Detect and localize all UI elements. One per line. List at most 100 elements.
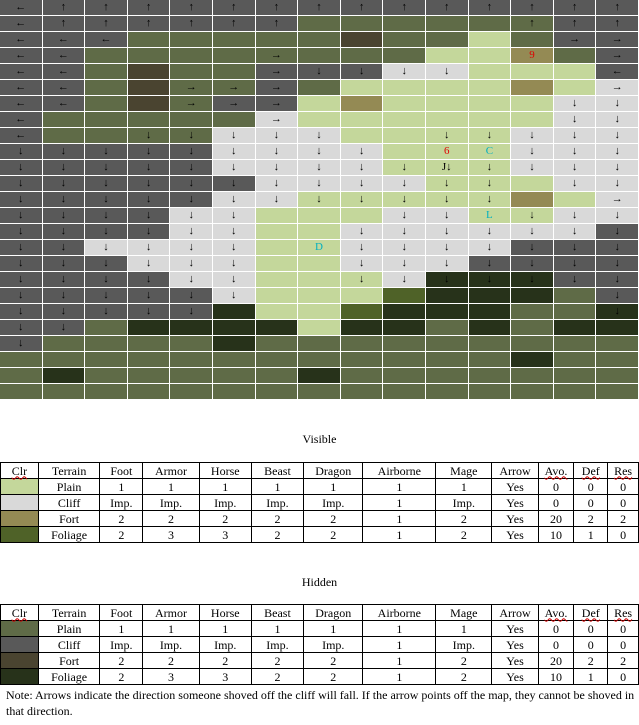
map-cell: ↓ — [511, 224, 554, 240]
map-cell: ← — [42, 32, 86, 48]
fall-direction-arrow: ← — [15, 129, 27, 141]
unit-marker: 6 — [444, 145, 450, 157]
map-cell: ↓ — [0, 336, 43, 352]
map-cell — [255, 32, 299, 48]
map-cell: ↓ — [127, 144, 171, 160]
table-cell: 20 — [537, 652, 575, 669]
table-cell: 2 — [303, 510, 364, 527]
map-cell: ↓ — [383, 176, 426, 192]
fall-direction-arrow: ↓ — [188, 209, 194, 221]
table-cell: Imp. — [303, 636, 364, 653]
map-cell: ↑ — [255, 16, 299, 32]
table-cell: 2 — [435, 526, 493, 543]
map-cell — [468, 112, 512, 128]
map-cell — [85, 48, 128, 64]
map-cell — [340, 96, 384, 112]
map-cell: → — [255, 80, 299, 96]
map-cell: L — [468, 208, 512, 224]
map-cell: ↓ — [298, 176, 341, 192]
map-cell: ↓ — [553, 240, 597, 256]
map-cell: ↓ — [511, 128, 554, 144]
map-cell: ↑ — [425, 0, 469, 16]
fall-direction-arrow: ↑ — [103, 17, 109, 29]
map-cell: ↓ — [170, 288, 213, 304]
fall-direction-arrow: ↓ — [614, 209, 620, 221]
map-cell — [255, 352, 299, 368]
fall-direction-arrow: ↓ — [614, 257, 620, 269]
map-cell: ↓ — [127, 304, 171, 320]
table-cell: 0 — [573, 620, 609, 637]
fall-direction-arrow: ↓ — [444, 241, 450, 253]
fall-direction-arrow: ↓ — [358, 273, 365, 285]
map-cell: ↓ — [85, 256, 128, 272]
map-cell — [383, 128, 426, 144]
map-cell: ↓ — [212, 128, 256, 144]
map-cell: ↓ — [340, 192, 384, 208]
fall-direction-arrow: ↓ — [571, 129, 578, 141]
map-cell: ↓ — [340, 272, 384, 288]
fall-direction-arrow: ↑ — [145, 17, 152, 29]
map-cell — [170, 320, 213, 336]
column-header: Airborne — [362, 604, 437, 621]
fall-direction-arrow: ↓ — [60, 241, 67, 253]
fall-direction-arrow: ↓ — [231, 193, 237, 205]
map-cell: → — [255, 112, 299, 128]
map-cell: ↓ — [42, 288, 86, 304]
map-cell: ↓ — [170, 256, 213, 272]
map-cell — [42, 336, 86, 352]
fall-direction-arrow: ↑ — [614, 1, 620, 13]
visible-title: Visible — [302, 432, 337, 446]
table-row: Plain 1 1 1 1 1 1 1 Yes 0 0 0 — [0, 620, 639, 637]
map-cell — [340, 112, 384, 128]
fall-direction-arrow: ↓ — [145, 145, 152, 157]
map-cell: ↓ — [298, 128, 341, 144]
map-cell: ↓ — [340, 224, 384, 240]
map-cell — [340, 384, 384, 400]
fall-direction-arrow: → — [228, 97, 240, 109]
map-cell — [468, 48, 512, 64]
map-cell — [425, 320, 469, 336]
map-cell — [127, 352, 171, 368]
fall-direction-arrow: ↓ — [401, 257, 407, 269]
map-cell: ↓ — [425, 176, 469, 192]
map-cell — [212, 64, 256, 80]
map-cell — [553, 80, 597, 96]
map-cell — [383, 32, 426, 48]
map-cell: ↓ — [0, 192, 43, 208]
table-cell: 2 — [573, 510, 609, 527]
table-cell: 2 — [250, 668, 305, 685]
map-cell: ↓ — [170, 272, 213, 288]
map-cell — [85, 80, 128, 96]
map-cell — [383, 144, 426, 160]
map-cell: ↓ — [127, 224, 171, 240]
fall-direction-arrow: ↓ — [571, 209, 578, 221]
map-cell: ↓ — [0, 144, 43, 160]
map-cell — [85, 384, 128, 400]
fall-direction-arrow: ↓ — [444, 225, 450, 237]
table-cell: Yes — [491, 620, 539, 637]
fall-direction-arrow: ↓ — [444, 193, 450, 205]
color-swatch — [0, 652, 39, 669]
fall-direction-arrow: ↓ — [529, 145, 535, 157]
map-cell: ← — [42, 96, 86, 112]
fall-direction-arrow: ↓ — [401, 209, 407, 221]
fall-direction-arrow: ↓ — [188, 161, 194, 173]
map-cell: ↓ — [596, 272, 639, 288]
map-cell — [170, 64, 213, 80]
map-cell: ↓ — [596, 176, 639, 192]
fall-direction-arrow: ↓ — [231, 129, 237, 141]
column-header: Armor — [142, 604, 200, 621]
map-cell — [298, 208, 341, 224]
fall-direction-arrow: ↓ — [614, 289, 620, 301]
map-cell: ↓ — [42, 144, 86, 160]
map-cell: ↓ — [212, 272, 256, 288]
map-cell — [511, 352, 554, 368]
table-cell: 2 — [142, 652, 200, 669]
map-cell: ↓ — [85, 192, 128, 208]
map-cell — [255, 368, 299, 384]
map-cell: ↓ — [127, 240, 171, 256]
fall-direction-arrow: ↓ — [358, 65, 365, 77]
map-cell — [255, 384, 299, 400]
map-cell — [340, 32, 384, 48]
map-cell: ↓ — [340, 144, 384, 160]
